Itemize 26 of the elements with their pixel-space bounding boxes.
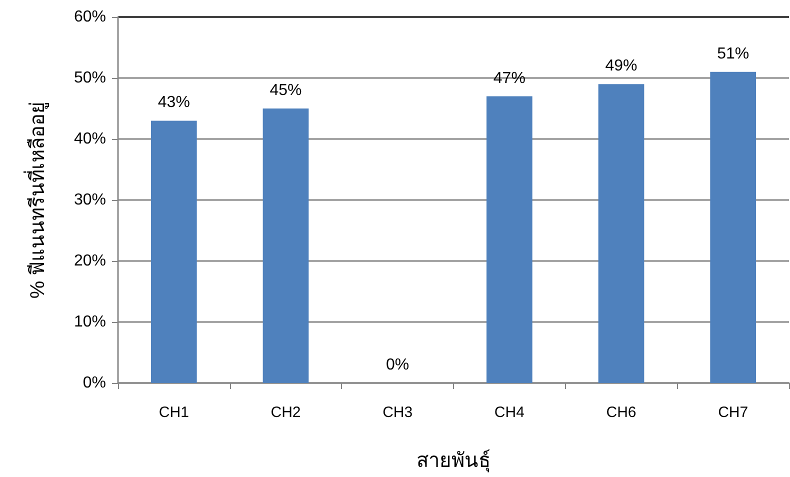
data-label: 47% <box>493 70 526 87</box>
data-label: 45% <box>270 82 302 99</box>
y-tick-label: 30% <box>74 192 106 208</box>
x-tick-label: CH3 <box>382 404 413 421</box>
y-tick-label: 40% <box>74 130 106 148</box>
data-label: 51% <box>717 45 750 62</box>
y-tick-label: 60% <box>74 8 106 26</box>
bar <box>262 108 309 383</box>
x-tick-label: CH2 <box>270 404 301 421</box>
y-tick-label: 0% <box>82 374 106 392</box>
x-tick-label: CH7 <box>718 404 748 421</box>
data-label: 0% <box>386 356 410 374</box>
y-tick-label: 10% <box>74 314 106 330</box>
x-tick-label: CH1 <box>158 404 189 421</box>
data-label: 43% <box>158 94 190 112</box>
bar <box>150 120 197 383</box>
y-tick-label: 50% <box>74 70 106 86</box>
bar <box>598 84 644 383</box>
bar <box>710 72 756 383</box>
data-label: 49% <box>605 58 638 75</box>
y-axis-title: % ฟีแนนทรีนที่เหลืออยู่ <box>23 101 50 299</box>
bar <box>486 96 532 383</box>
x-tick-label: CH6 <box>606 404 636 421</box>
y-tick-label: 20% <box>74 252 106 270</box>
x-axis-title: สายพันธุ์ <box>416 449 490 473</box>
x-tick-label: CH4 <box>494 404 524 421</box>
